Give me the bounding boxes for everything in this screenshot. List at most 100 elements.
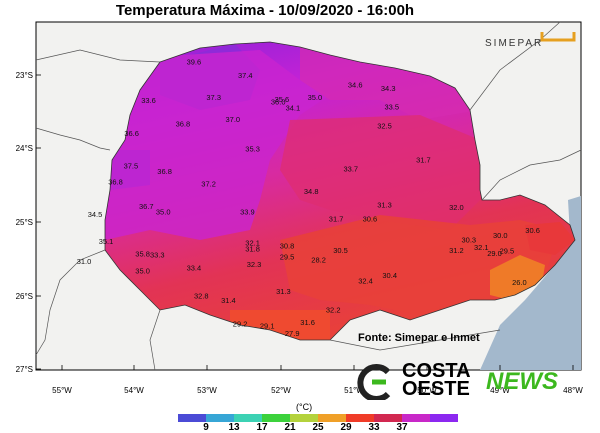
station-value: 31.0 — [77, 257, 92, 266]
station-value: 31.4 — [221, 296, 236, 305]
station-value: 27.9 — [285, 329, 300, 338]
station-value: 30.6 — [363, 214, 378, 223]
station-value: 37.4 — [238, 71, 253, 80]
station-value: 32.1 — [474, 243, 489, 252]
axis-ticks — [36, 74, 574, 370]
station-value: 31.3 — [276, 287, 291, 296]
colorbar-label: 25 — [312, 422, 324, 433]
station-value: 39.6 — [187, 58, 202, 67]
colorbar-segment — [430, 414, 458, 422]
colorbar-segment — [262, 414, 291, 422]
costa-oeste-news-logo: COSTA OESTE NEWS — [352, 361, 582, 402]
station-value: 29.2 — [233, 319, 248, 328]
brand-c-icon — [357, 364, 391, 400]
station-value: 31.7 — [416, 156, 431, 165]
longitude-label: 49°W — [490, 386, 510, 395]
station-value: 33.5 — [384, 103, 399, 112]
station-value: 29.5 — [280, 253, 295, 262]
station-value: 35.6 — [275, 95, 290, 104]
station-value: 35.0 — [135, 266, 150, 275]
station-value: 37.3 — [206, 93, 221, 102]
station-value: 31.3 — [377, 200, 392, 209]
station-value: 36.8 — [108, 178, 123, 187]
station-value: 32.2 — [326, 305, 341, 314]
station-value: 28.2 — [311, 255, 326, 264]
station-value: 30.8 — [280, 242, 295, 251]
longitude-label: 48°W — [563, 386, 583, 395]
station-value: 29.0 — [487, 249, 502, 258]
station-value: 29.5 — [500, 247, 515, 256]
station-value: 32.0 — [449, 203, 464, 212]
station-value: 32.5 — [377, 122, 392, 131]
station-value: 33.4 — [187, 264, 202, 273]
longitude-label: 53°W — [197, 386, 217, 395]
station-value: 32.4 — [358, 277, 373, 286]
station-value: 32.1 — [245, 239, 260, 248]
station-value: 30.5 — [333, 246, 348, 255]
station-value: 29.1 — [260, 322, 275, 331]
station-value: 31.6 — [300, 318, 315, 327]
border-sp — [469, 21, 561, 111]
station-value: 36.8 — [157, 167, 172, 176]
parana-state — [105, 42, 575, 340]
station-value: 35.1 — [99, 237, 114, 246]
simepar-logo-mark — [540, 32, 576, 42]
latitude-label: 23°S — [16, 71, 33, 80]
state-border — [104, 41, 576, 341]
station-value: 34.1 — [286, 103, 301, 112]
station-value: 35.0 — [156, 208, 171, 217]
source-text: Fonte: Simepar e Inmet — [358, 332, 480, 344]
colorbar-segment — [318, 414, 347, 422]
station-value: 33.9 — [240, 208, 255, 217]
colorbar-label: 17 — [256, 422, 268, 433]
latitude-label: 24°S — [16, 144, 33, 153]
longitude-label: 52°W — [271, 386, 291, 395]
latitude-label: 25°S — [16, 218, 33, 227]
colorbar — [178, 414, 458, 422]
station-value: 36.8 — [176, 119, 191, 128]
colorbar-segment — [346, 414, 375, 422]
brand-line2: OESTE — [402, 378, 470, 400]
station-value: 26.0 — [512, 278, 527, 287]
station-value: 36.6 — [124, 129, 139, 138]
station-values: 39.6 37.4 37.3 35.636.0 35.0 34.6 34.3 33.5 33.6… — [77, 58, 540, 338]
station-value: 36.0 — [271, 97, 286, 106]
longitude-label: 50°W — [417, 386, 437, 395]
map-title: Temperatura Máxima - 10/09/2020 - 16:00h — [115, 2, 415, 19]
station-value: 31.8 — [245, 244, 260, 253]
latitude-labels: 23°S 24°S 25°S 26°S 27°S — [16, 71, 33, 374]
latitude-label: 26°S — [16, 292, 33, 301]
ocean — [480, 196, 581, 370]
station-value: 31.2 — [449, 246, 464, 255]
colorbar-segment — [402, 414, 431, 422]
station-value: 35.3 — [245, 144, 260, 153]
longitude-label: 51°W — [344, 386, 364, 395]
colorbar-label: 21 — [284, 422, 296, 433]
longitude-labels: 55°W 54°W 53°W 52°W 51°W 50°W 49°W 48°W — [52, 386, 583, 395]
colorbar-unit: (°C) — [296, 402, 313, 412]
station-value: 35.8 — [135, 250, 150, 259]
border-sp-coast — [481, 149, 582, 201]
station-value: 32.8 — [194, 291, 209, 300]
colorbar-label: 29 — [340, 422, 352, 433]
colorbar-label: 37 — [396, 422, 408, 433]
latitude-label: 27°S — [16, 365, 33, 374]
station-value: 37.2 — [201, 180, 216, 189]
station-value: 33.3 — [150, 250, 165, 259]
border-ar — [149, 309, 161, 371]
colorbar-label: 13 — [228, 422, 240, 433]
station-value: 35.0 — [308, 93, 323, 102]
station-value: 34.8 — [304, 187, 319, 196]
station-value: 30.4 — [382, 271, 397, 280]
border-sc — [329, 329, 501, 351]
station-value: 30.3 — [461, 236, 476, 245]
longitude-label: 54°W — [124, 386, 144, 395]
colorbar-label: 9 — [203, 422, 209, 433]
station-value: 37.0 — [225, 115, 240, 124]
station-value: 37.5 — [124, 161, 139, 170]
station-value: 34.3 — [381, 84, 396, 93]
border-north — [35, 49, 161, 63]
station-value: 33.7 — [343, 164, 358, 173]
station-value: 33.6 — [141, 96, 156, 105]
